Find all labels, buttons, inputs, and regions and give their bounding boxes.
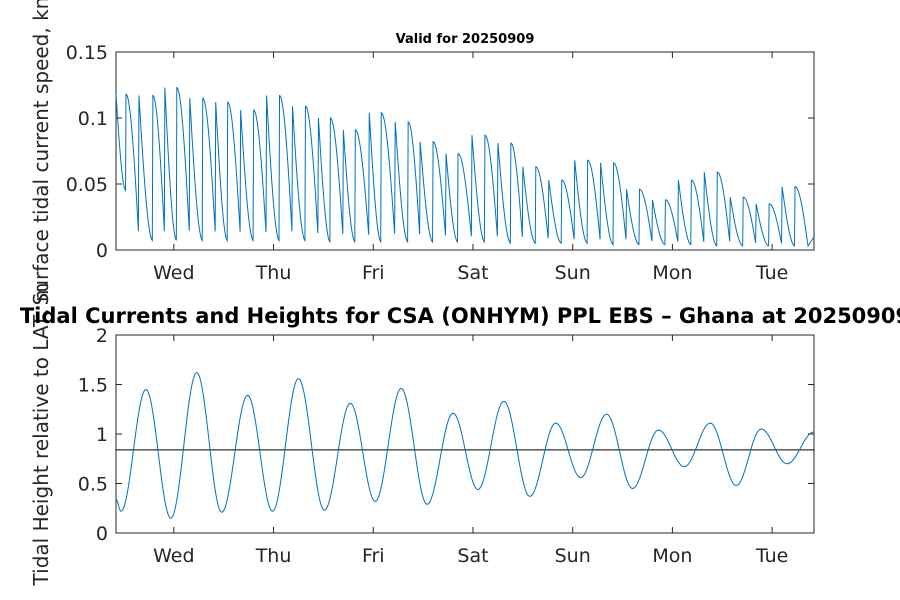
tidal-height-y-axis-label: Tidal Height relative to LAT, m bbox=[29, 283, 53, 587]
tidal-height-y-tick-label: 1.5 bbox=[78, 375, 108, 397]
current-speed-x-tick-label: Thu bbox=[255, 262, 292, 284]
main-chart-title: Tidal Currents and Heights for CSA (ONHY… bbox=[20, 304, 900, 328]
current-speed-y-tick-label: 0.05 bbox=[66, 174, 108, 196]
tidal-height-y-tick-label: 0.5 bbox=[78, 474, 108, 496]
current-speed-y-axis-label: Surface tidal current speed, kn bbox=[29, 0, 53, 305]
tidal-height-plot-box bbox=[115, 334, 815, 534]
current-speed-x-tick-label: Sun bbox=[555, 262, 591, 284]
current-speed-x-tick-label: Tue bbox=[755, 262, 788, 284]
current-speed-y-tick-label: 0.1 bbox=[78, 108, 108, 130]
tidal-height-x-tick-label: Fri bbox=[362, 545, 385, 567]
current-speed-x-tick-label: Mon bbox=[652, 262, 692, 284]
current-speed-series-line bbox=[115, 86, 815, 248]
tidal-height-x-tick-label: Tue bbox=[755, 545, 788, 567]
tidal-height-y-tick-label: 1 bbox=[96, 424, 108, 446]
tidal-height-x-tick-label: Sat bbox=[457, 545, 488, 567]
current-speed-x-tick-label: Sat bbox=[457, 262, 488, 284]
tidal-height-y-tick-label: 2 bbox=[96, 325, 108, 347]
tidal-height-y-tick-label: 0 bbox=[96, 523, 108, 545]
current-speed-chart-title: Valid for 20250909 bbox=[396, 32, 535, 47]
current-speed-plot-box bbox=[115, 51, 815, 251]
tidal-height-series-line bbox=[115, 372, 815, 519]
current-speed-y-tick-label: 0 bbox=[96, 240, 108, 262]
tidal-height-x-tick-label: Wed bbox=[153, 545, 194, 567]
tidal-height-axes: 0 0.5 1 1.5 2 Wed Thu Fri Sat Sun Mon Tue Tidal Hei… bbox=[29, 283, 815, 587]
current-speed-y-tick-label: 0.15 bbox=[66, 42, 108, 64]
tidal-height-ticks: 0 0.5 1 1.5 2 Wed Thu Fri Sat Sun Mon Tue bbox=[78, 325, 814, 567]
current-speed-x-tick-label: Fri bbox=[362, 262, 385, 284]
tidal-height-x-tick-label: Mon bbox=[652, 545, 692, 567]
current-speed-x-tick-label: Wed bbox=[153, 262, 194, 284]
tidal-height-x-tick-label: Sun bbox=[555, 545, 591, 567]
tidal-height-x-tick-label: Thu bbox=[255, 545, 292, 567]
current-speed-ticks: 0 0.05 0.1 0.15 Wed Thu Fri Sat Sun Mon Tue bbox=[66, 42, 814, 284]
current-speed-axes: 0 0.05 0.1 0.15 Wed Thu Fri Sat Sun Mon Tue Valid … bbox=[29, 0, 815, 305]
